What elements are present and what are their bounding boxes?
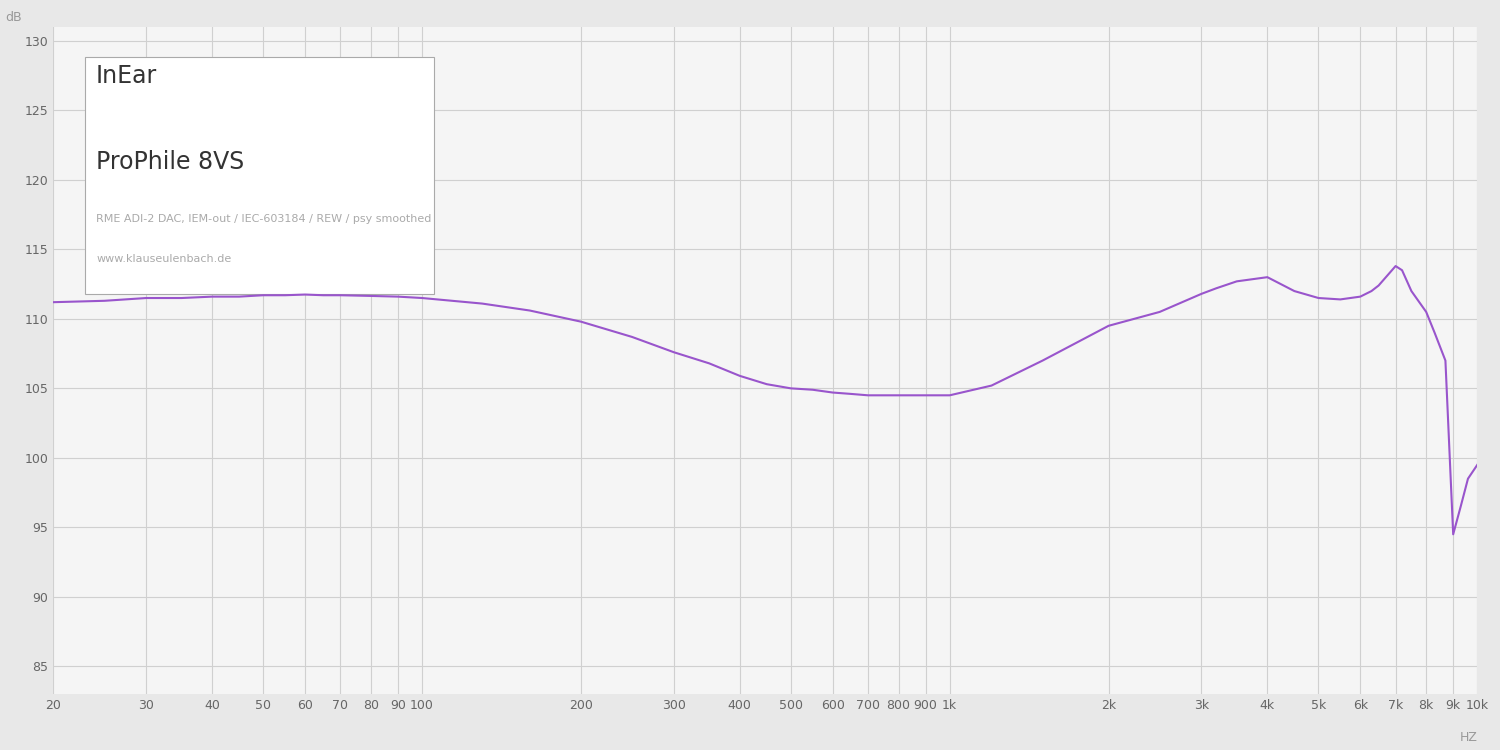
Text: HZ: HZ — [1460, 730, 1478, 744]
Text: dB: dB — [6, 10, 22, 24]
FancyBboxPatch shape — [84, 57, 434, 294]
Text: RME ADI-2 DAC, IEM-out / IEC-603184 / REW / psy smoothed: RME ADI-2 DAC, IEM-out / IEC-603184 / RE… — [96, 214, 432, 223]
Text: InEar: InEar — [96, 64, 158, 88]
Text: ProPhile 8VS: ProPhile 8VS — [96, 151, 244, 175]
Text: www.klauseulenbach.de: www.klauseulenbach.de — [96, 254, 231, 264]
